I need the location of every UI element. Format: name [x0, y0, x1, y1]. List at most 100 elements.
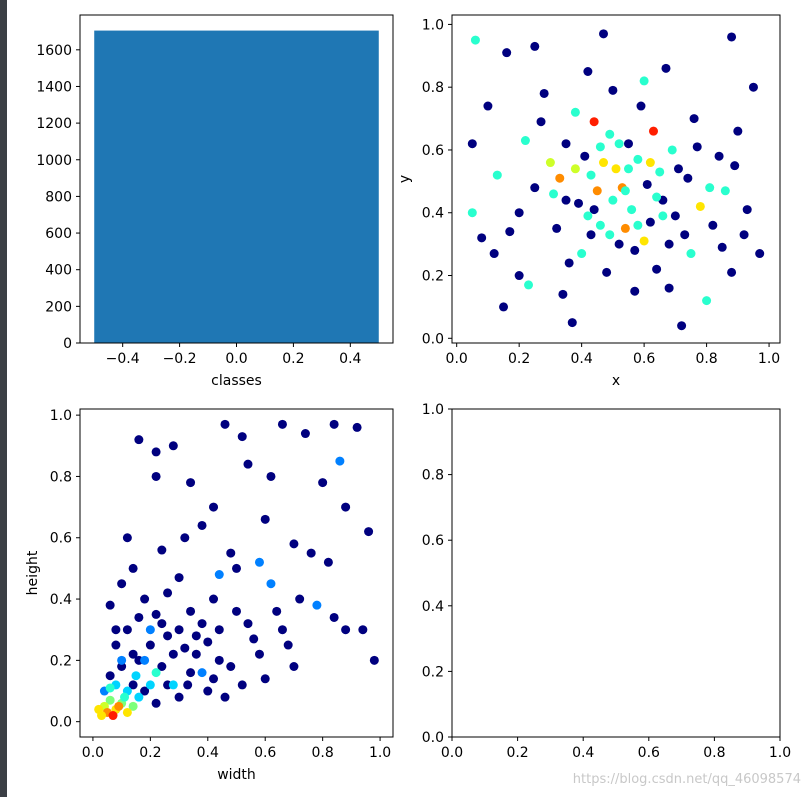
- subplot-empty: 0.0 0.2 0.4 0.6 0.8 1.0 0.0 0.2 0.4 0.6 0.8 1.0: [422, 402, 791, 761]
- scatter-point: [163, 631, 173, 641]
- x-tick-label: 0.4: [572, 745, 594, 761]
- scatter-point: [128, 701, 138, 711]
- scatter-point: [180, 643, 190, 653]
- scatter-point: [514, 271, 524, 281]
- scatter-point: [502, 48, 512, 58]
- scatter-point: [645, 217, 655, 227]
- scatter-point: [677, 321, 687, 331]
- scatter-point: [243, 459, 253, 469]
- scatter-point: [692, 142, 702, 152]
- scatter-point: [254, 557, 264, 567]
- scatter-point: [695, 201, 705, 211]
- scatter-point: [232, 563, 241, 573]
- y-tick-label: 0.2: [422, 269, 444, 285]
- scatter-point: [520, 136, 530, 146]
- scatter-point: [260, 674, 270, 684]
- scatter-point: [623, 164, 633, 174]
- scatter-point: [131, 671, 141, 681]
- scatter-point: [117, 655, 127, 665]
- scatter-point: [114, 701, 124, 711]
- scatter-point: [705, 183, 715, 193]
- y-tick-label: 400: [45, 263, 72, 279]
- scatter-point: [574, 198, 584, 208]
- scatter-point: [733, 126, 743, 136]
- scatter-point: [168, 441, 178, 451]
- scatter-point: [220, 692, 230, 702]
- scatter-point: [586, 170, 596, 180]
- scatter-point: [214, 625, 224, 635]
- scatter-point: [197, 668, 207, 678]
- y-tick-label: 800: [45, 189, 72, 205]
- scatter-point: [283, 640, 293, 650]
- y-tick-label: 0.8: [50, 469, 72, 485]
- x-tick-label: 0.8: [312, 745, 334, 761]
- subplot-width-height-scatter: 0.0 0.2 0.4 0.6 0.8 1.0 0.0 0.2 0.4 0.6 0.8 1.0 widt…: [25, 408, 394, 783]
- scatter-point: [627, 205, 637, 215]
- scatter-point: [524, 280, 534, 290]
- scatter-point: [237, 680, 247, 690]
- x-tick-label: −0.4: [106, 351, 140, 367]
- y-tick-label: 1400: [36, 79, 72, 95]
- scatter-point: [128, 563, 138, 573]
- y-tick-label: 200: [45, 299, 72, 315]
- scatter-point: [589, 205, 599, 215]
- scatter-point: [335, 456, 345, 466]
- scatter-point: [608, 195, 618, 205]
- scatter-point: [312, 600, 322, 610]
- scatter-point: [664, 239, 674, 249]
- scatter-point: [467, 208, 477, 218]
- scatter-point: [633, 154, 643, 164]
- scatter-point: [748, 82, 758, 92]
- scatter-point: [586, 230, 596, 240]
- x-axis-label: x: [612, 373, 620, 389]
- scatter-point: [306, 548, 316, 558]
- y-tick-label: 1.0: [422, 17, 444, 33]
- scatter-point: [364, 527, 374, 537]
- scatter-point: [105, 683, 115, 693]
- scatter-point: [358, 625, 368, 635]
- y-tick-label: 0.0: [422, 331, 444, 347]
- x-tick-label: 0.2: [508, 351, 530, 367]
- scatter-point: [467, 139, 477, 149]
- scatter-point: [220, 419, 230, 429]
- scatter-point: [570, 164, 580, 174]
- scatter-point: [186, 478, 196, 488]
- y-tick-label: 0.6: [422, 533, 444, 549]
- x-tick-label: 1.0: [758, 351, 780, 367]
- scatter-point: [209, 502, 219, 512]
- scatter-point: [595, 220, 605, 230]
- x-tick-label: 0.0: [82, 745, 104, 761]
- window-edge-strip: [0, 0, 7, 797]
- scatter-point: [499, 302, 509, 312]
- scatter-point: [163, 588, 173, 598]
- scatter-point: [686, 249, 696, 259]
- scatter-point: [145, 680, 155, 690]
- scatter-point: [720, 186, 730, 196]
- scatter-point: [94, 704, 104, 714]
- scatter-point: [727, 267, 737, 277]
- scatter-point: [561, 139, 571, 149]
- x-tick-label: 0.4: [197, 745, 219, 761]
- x-tick-label: 1.0: [769, 745, 791, 761]
- scatter-point: [168, 680, 178, 690]
- scatter-point: [111, 640, 121, 650]
- scatter-point: [117, 579, 127, 589]
- scatter-point: [539, 88, 549, 98]
- scatter-point: [151, 698, 161, 708]
- scatter-point: [580, 151, 590, 161]
- scatter-point: [642, 179, 652, 189]
- subplot-xy-scatter: 0.0 0.2 0.4 0.6 0.8 1.0 0.0 0.2 0.4 0.6 0.8 1.0 x y: [397, 14, 781, 389]
- scatter-point: [689, 114, 699, 124]
- scatter-point: [140, 686, 150, 696]
- scatter-point: [122, 707, 132, 717]
- scatter-point: [105, 671, 115, 681]
- y-tick-label: 0.0: [50, 715, 72, 731]
- x-tick-label: 1.0: [369, 745, 391, 761]
- scatter-point: [648, 126, 658, 136]
- scatter-point: [558, 289, 568, 299]
- x-tick-label: 0.4: [339, 351, 361, 367]
- watermark-text: https://blog.csdn.net/qq_46098574: [572, 772, 801, 787]
- y-tick-label: 0.6: [50, 531, 72, 547]
- y-tick-label: 600: [45, 226, 72, 242]
- scatter-point: [151, 471, 161, 481]
